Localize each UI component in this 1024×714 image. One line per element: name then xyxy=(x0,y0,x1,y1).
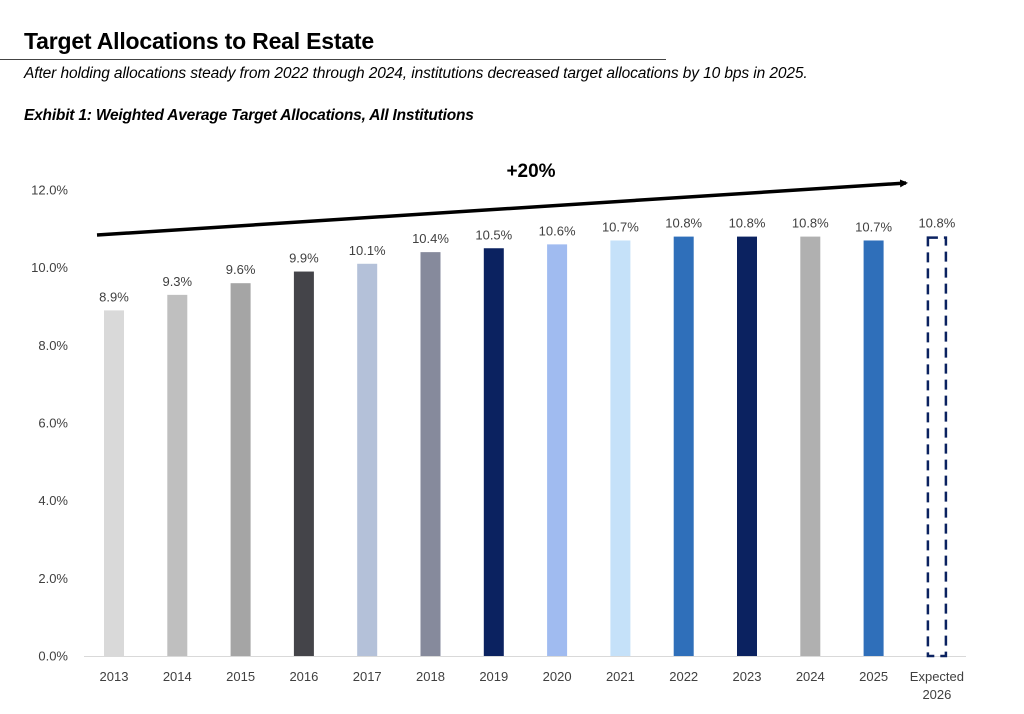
x-tick-label: 2013 xyxy=(100,669,129,684)
x-axis: 2013 2014 2015 2016 2017 2018 2019 2020 2021 2022… xyxy=(100,669,964,702)
data-label: 10.8% xyxy=(792,216,829,231)
bar-2024 xyxy=(800,236,821,656)
y-axis: 0.0% 2.0% 4.0% 6.0% 8.0% 10.0% 12.0% xyxy=(31,183,68,664)
x-tick-label: 2019 xyxy=(479,669,508,684)
bar-expected xyxy=(926,236,948,658)
x-tick-label: 2021 xyxy=(606,669,635,684)
y-tick-label: 8.0% xyxy=(38,338,68,353)
bar-2016 xyxy=(293,271,314,656)
x-tick-label: 2024 xyxy=(796,669,825,684)
data-label: 9.6% xyxy=(226,262,256,277)
x-tick-label: 2018 xyxy=(416,669,445,684)
bar-2021 xyxy=(610,240,631,656)
bar-2022 xyxy=(673,236,694,656)
bars xyxy=(104,236,948,658)
data-label: 9.3% xyxy=(162,274,192,289)
page-title: Target Allocations to Real Estate xyxy=(24,28,374,54)
x-tick-label: 2025 xyxy=(859,669,888,684)
title-divider xyxy=(0,59,666,60)
bar-2017 xyxy=(357,263,378,656)
data-label: 10.5% xyxy=(475,227,512,242)
x-tick-label: 2023 xyxy=(733,669,762,684)
bar-2025 xyxy=(863,240,884,656)
exhibit-title: Exhibit 1: Weighted Average Target Alloc… xyxy=(24,107,474,124)
x-tick-label: 2017 xyxy=(353,669,382,684)
data-label: 10.6% xyxy=(539,223,576,238)
data-label: 10.7% xyxy=(855,219,892,234)
bar-2020 xyxy=(547,244,568,656)
data-label: 9.9% xyxy=(289,251,319,266)
y-tick-label: 6.0% xyxy=(38,416,68,431)
data-label: 10.8% xyxy=(918,216,955,231)
y-tick-label: 0.0% xyxy=(38,649,68,664)
data-label: 10.8% xyxy=(729,216,766,231)
data-label: 10.8% xyxy=(665,216,702,231)
y-tick-label: 12.0% xyxy=(31,183,68,198)
y-tick-label: 2.0% xyxy=(38,571,68,586)
x-tick-label: 2020 xyxy=(543,669,572,684)
bar-2023 xyxy=(737,236,757,656)
bar-2018 xyxy=(420,252,441,656)
x-tick-label: Expected xyxy=(910,669,964,684)
bar-2019 xyxy=(483,248,504,656)
trend-arrow xyxy=(96,179,908,237)
y-tick-label: 10.0% xyxy=(31,260,68,275)
bar-2014 xyxy=(167,294,188,656)
data-labels: 8.9% 9.3% 9.6% 9.9% 10.1% 10.4% 10.5% 10.6% 10.7… xyxy=(99,216,956,305)
x-tick-label: 2015 xyxy=(226,669,255,684)
data-label: 10.4% xyxy=(412,231,449,246)
x-tick-label: 2022 xyxy=(669,669,698,684)
data-label: 8.9% xyxy=(99,289,129,304)
data-label: 10.1% xyxy=(349,243,386,258)
x-tick-label: 2026 xyxy=(922,687,951,702)
data-label: 10.7% xyxy=(602,219,639,234)
x-tick-label: 2016 xyxy=(289,669,318,684)
x-tick-label: 2014 xyxy=(163,669,192,684)
bar-2013 xyxy=(104,310,124,656)
trend-annotation-label: +20% xyxy=(506,161,555,182)
page-subtitle: After holding allocations steady from 20… xyxy=(24,65,808,82)
bar-2015 xyxy=(230,283,251,656)
y-tick-label: 4.0% xyxy=(38,493,68,508)
